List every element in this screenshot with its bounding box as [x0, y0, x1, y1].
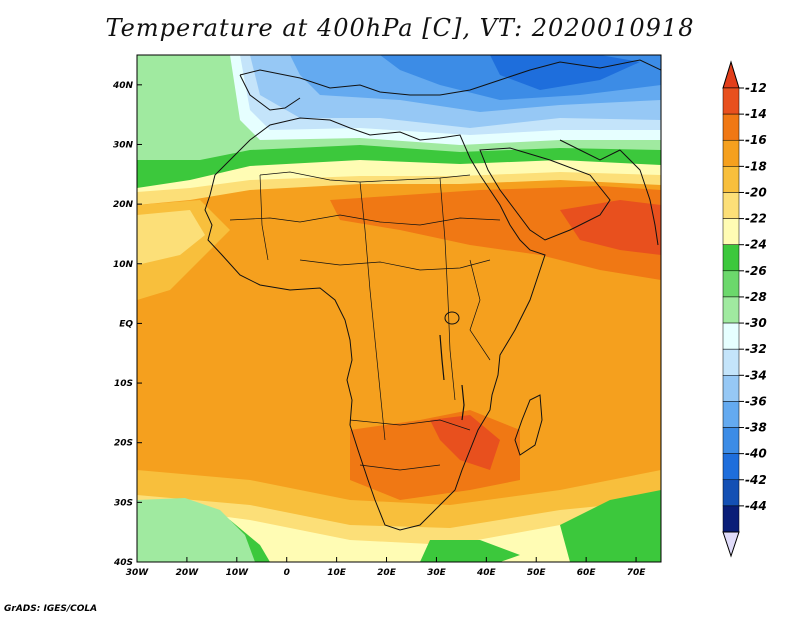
lon-tick-label: 70E [627, 568, 647, 578]
lon-tick-label: 30E [427, 568, 447, 578]
colorbar-label: -32 [745, 342, 767, 356]
colorbar-swatch [722, 401, 740, 428]
coastlines [204, 59, 661, 531]
field-west-paleyellow [137, 210, 205, 265]
colorbar-label: -30 [745, 316, 767, 330]
lon-tick-label: 60E [577, 568, 597, 578]
colorbar-label: -24 [745, 238, 767, 252]
colorbar-swatch [722, 87, 740, 115]
lon-tick-label: 20W [176, 568, 200, 578]
colorbar-label: -36 [745, 394, 767, 408]
colorbar-label: -16 [745, 133, 767, 147]
colorbar-swatch [722, 348, 740, 376]
field-northern-navy [490, 55, 640, 90]
colorbar-label: -38 [745, 421, 767, 435]
latitude-axis: 40N 30N 20N 10N EQ 10S 20S 30S 40S [112, 81, 142, 568]
colorbar-swatch [722, 139, 740, 167]
field-southwest-lightgreen [137, 498, 255, 562]
lat-tick-label: 20N [113, 200, 134, 210]
colorbar-label: -14 [745, 107, 767, 121]
lon-tick-label: 40E [476, 568, 497, 578]
arabian-peninsula [479, 147, 611, 241]
colorbar-label: -20 [745, 185, 767, 199]
colorbar-swatch [722, 296, 740, 324]
border-vertical-west [259, 174, 269, 261]
lake-victoria [444, 311, 460, 325]
lat-tick-label: EQ [119, 319, 133, 329]
border-sahel [229, 214, 501, 226]
lon-tick-label: 30W [126, 568, 150, 578]
lat-tick-label: 10N [113, 260, 134, 270]
colorbar-swatch [722, 192, 740, 219]
colorbar-swatch [722, 505, 740, 533]
map-title: Temperature at 400hPa [C], VT: 202001091… [105, 14, 695, 42]
border-vertical-mid [359, 181, 386, 441]
lat-tick-label: 40S [113, 558, 133, 568]
field-mozambique-redorange [430, 415, 500, 470]
border-vertical-east [439, 177, 456, 401]
europe-coast [239, 59, 661, 96]
lat-tick-label: 10S [114, 379, 133, 389]
colorbar: -12 -14 -16 -18 -20 -22 -24 -26 -28 -30 -32 -34 -36 -… [722, 60, 767, 558]
grads-credit: GrADS: IGES/COLA [4, 604, 98, 614]
colorbar-label: -42 [745, 473, 767, 487]
longitude-axis: 30W 20W 10W 0 10E 20E 30E 40E 50E 60E 70E [126, 557, 646, 578]
field-southern-paleyellow [137, 505, 661, 562]
colorbar-swatch [722, 375, 740, 402]
colorbar-label: -40 [745, 447, 767, 461]
lon-tick-label: 20E [377, 568, 397, 578]
colorbar-label: -12 [745, 81, 767, 95]
colorbar-swatch [722, 427, 740, 454]
colorbar-label: -18 [745, 159, 767, 173]
lake-tanganyika [439, 334, 445, 381]
lon-tick-label: 50E [527, 568, 547, 578]
colorbar-swatch [722, 270, 740, 298]
colorbar-bottom-arrow [722, 531, 740, 558]
lon-tick-label: 0 [284, 568, 290, 578]
colorbar-swatch [722, 166, 740, 193]
border-east-1 [469, 259, 491, 361]
lat-tick-label: 30N [113, 140, 134, 150]
lakes [439, 311, 465, 421]
colorbar-swatch [722, 244, 740, 272]
field-southeast-green [560, 490, 661, 562]
lat-tick-label: 30S [114, 498, 133, 508]
persian-gulf [559, 139, 621, 161]
colorbar-swatch [722, 322, 740, 350]
lat-tick-label: 40N [112, 81, 134, 91]
colorbar-label: -44 [745, 499, 767, 513]
colorbar-swatch [722, 453, 740, 481]
border-southern [349, 419, 471, 431]
temperature-field [137, 55, 661, 562]
field-east-redorange [560, 200, 661, 255]
lon-tick-label: 10W [226, 568, 250, 578]
lat-tick-label: 20S [114, 439, 133, 449]
madagascar [514, 394, 543, 456]
country-borders [229, 171, 501, 471]
africa-coastline [204, 117, 546, 531]
lon-tick-label: 10E [327, 568, 347, 578]
iberia [239, 74, 301, 111]
india-coast [619, 149, 659, 246]
field-south-central-green [420, 540, 520, 562]
colorbar-swatch [722, 113, 740, 141]
border-central [299, 259, 491, 271]
colorbar-label: -26 [745, 264, 767, 278]
colorbar-swatch [722, 218, 740, 245]
border-south-2 [359, 464, 441, 471]
colorbar-swatch [722, 479, 740, 507]
colorbar-label: -28 [745, 290, 767, 304]
colorbar-label: -22 [745, 212, 767, 226]
colorbar-top-arrow [722, 60, 740, 89]
colorbar-label: -34 [745, 368, 767, 382]
lake-malawi [461, 384, 465, 421]
plot-frame [136, 54, 662, 563]
